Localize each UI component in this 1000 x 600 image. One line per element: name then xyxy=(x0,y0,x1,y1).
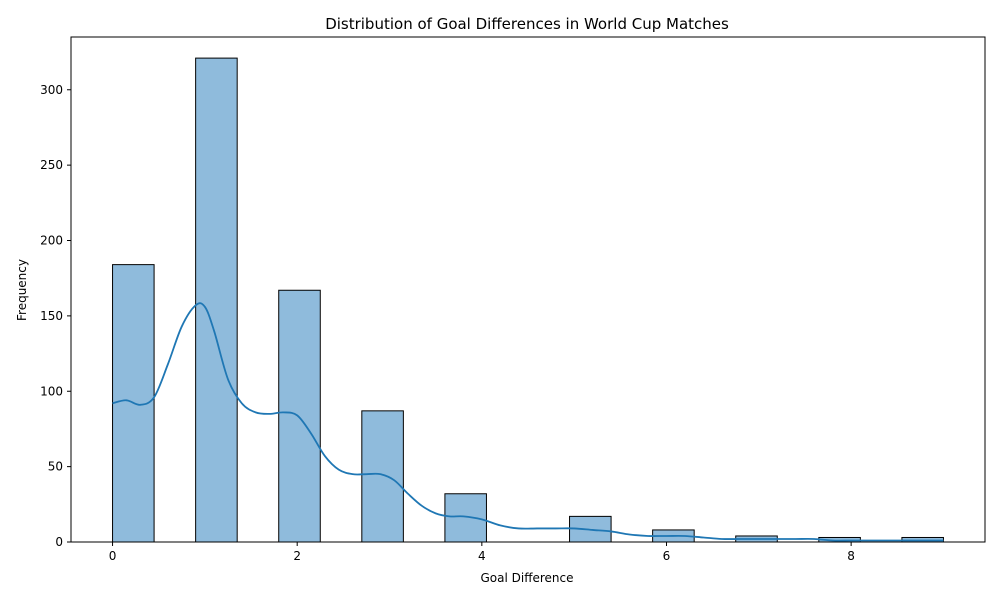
axes-layer: 0 2 4 6 8 0 50 100 150 200 250 300 xyxy=(40,36,986,563)
plot-frame xyxy=(70,36,986,543)
histogram-bar xyxy=(195,57,238,543)
y-tick-label: 100 xyxy=(40,384,63,398)
histogram-bar xyxy=(444,493,487,543)
x-tick-label: 2 xyxy=(293,549,301,563)
x-tick-label: 8 xyxy=(847,549,855,563)
y-axis-label: Frequency xyxy=(15,259,29,321)
kde-layer xyxy=(112,302,944,542)
y-tick-label: 200 xyxy=(40,234,63,248)
kde-line xyxy=(112,302,944,542)
y-tick-label: 300 xyxy=(40,83,63,97)
bars-layer xyxy=(112,57,944,543)
y-tick-label: 0 xyxy=(55,535,63,549)
histogram-bar xyxy=(278,289,321,543)
histogram-bar xyxy=(361,410,404,543)
y-tick-label: 150 xyxy=(40,309,63,323)
x-tick-label: 0 xyxy=(109,549,117,563)
y-tick-label: 250 xyxy=(40,158,63,172)
y-tick-label: 50 xyxy=(48,460,63,474)
x-tick-label: 4 xyxy=(478,549,486,563)
x-tick-label: 6 xyxy=(663,549,671,563)
chart-title: Distribution of Goal Differences in Worl… xyxy=(325,15,729,33)
x-axis-label: Goal Difference xyxy=(480,571,573,585)
